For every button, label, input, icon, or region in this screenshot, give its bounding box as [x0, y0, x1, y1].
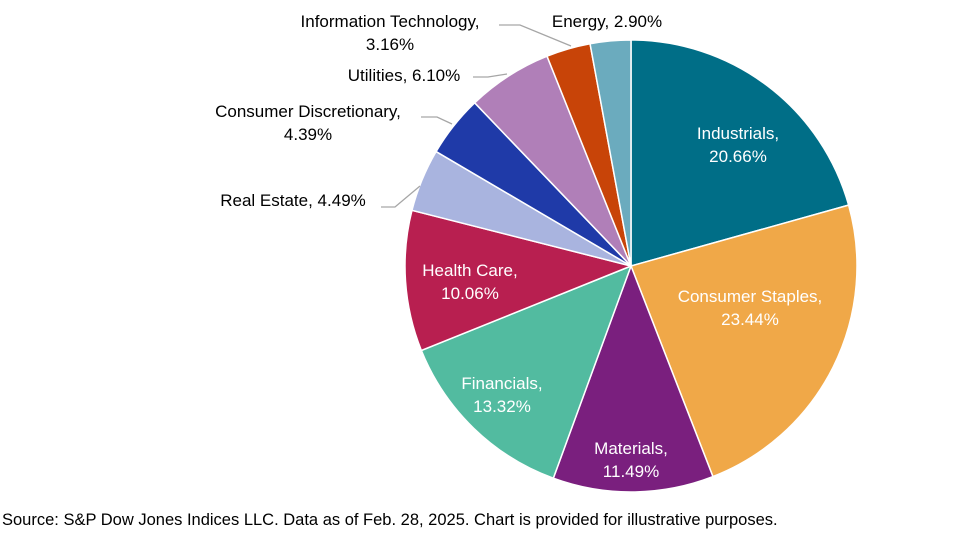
pie-slice-materials: [552, 263, 714, 493]
data-label-energy: Energy, 2.90%: [552, 12, 662, 31]
leader-line: [421, 116, 453, 125]
data-label-consumer-discretionary: Consumer Discretionary, 4.39%: [215, 102, 401, 144]
pie-slice-health-care: [404, 209, 634, 352]
pie-slice-consumer-staples: [630, 204, 858, 478]
leader-line: [381, 185, 421, 208]
pie-slice-industrials: [630, 39, 850, 267]
leader-line: [499, 24, 572, 47]
leader-line: [473, 73, 508, 78]
data-label-materials: Materials, 11.49%: [594, 439, 668, 481]
pie-slice-energy: [589, 39, 632, 267]
data-label-health-care: Health Care, 10.06%: [422, 261, 517, 303]
data-label-utilities: Utilities, 6.10%: [348, 66, 460, 85]
data-label-real-estate: Real Estate, 4.49%: [220, 191, 366, 210]
pie-slice-financials: [420, 264, 633, 480]
data-label-financials: Financials, 13.32%: [461, 374, 542, 416]
source-note: Source: S&P Dow Jones Indices LLC. Data …: [2, 511, 778, 529]
data-label-industrials: Industrials, 20.66%: [697, 124, 779, 166]
data-label-information-technology: Information Technology, 3.16%: [301, 12, 480, 54]
data-label-consumer-staples: Consumer Staples, 23.44%: [678, 287, 823, 329]
